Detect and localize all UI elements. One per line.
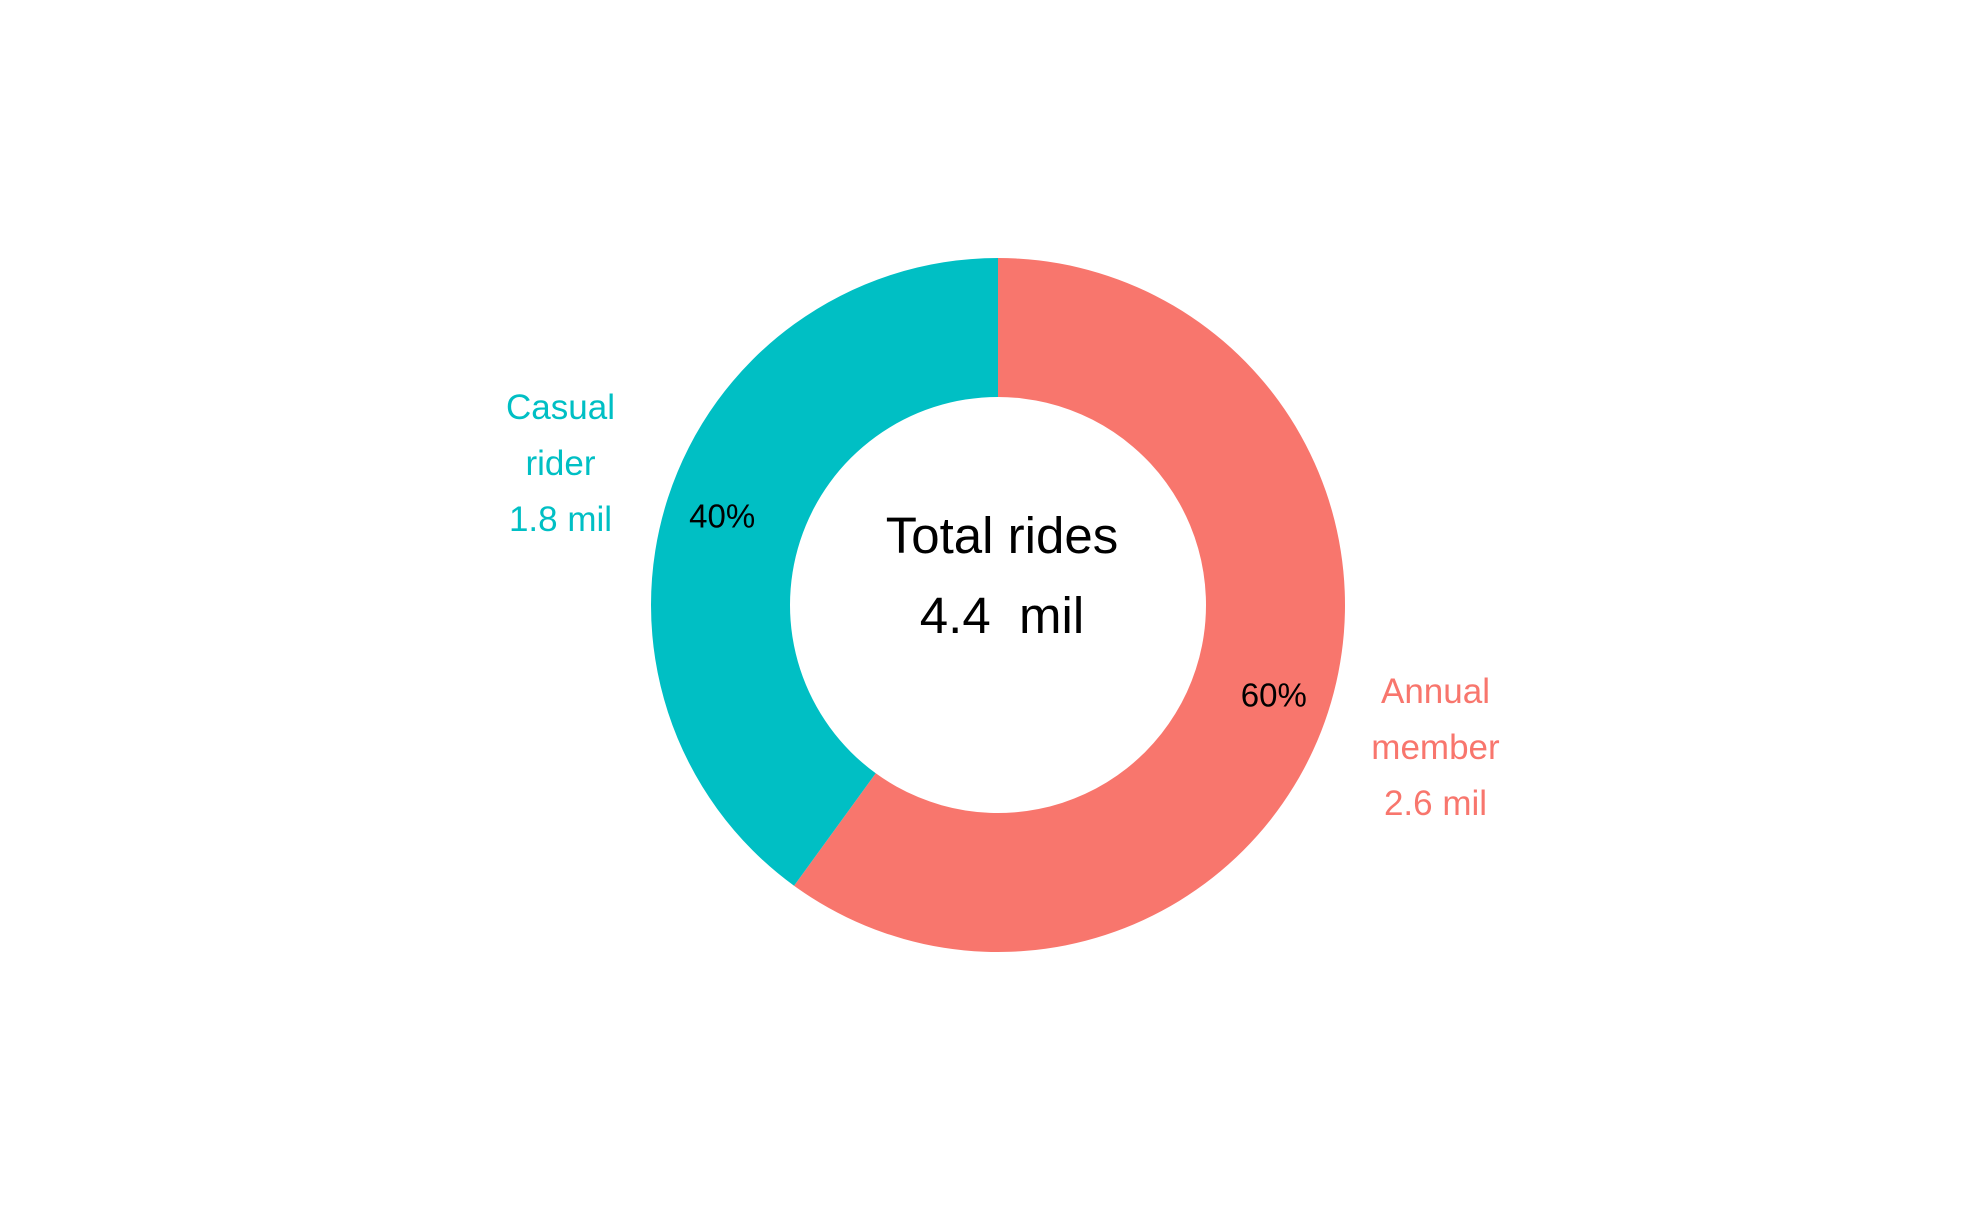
donut-slices (651, 258, 1345, 953)
category-label-line: member (1371, 728, 1500, 767)
category-label-annual-member: Annual member 2.6 mil (1371, 672, 1500, 823)
category-label-line: Casual (506, 388, 615, 427)
slice-annual-member (794, 258, 1345, 953)
slice-casual-rider (651, 258, 998, 886)
percent-label-casual-rider: 40% (689, 497, 755, 534)
center-label-total: 4.4 mil (920, 587, 1084, 644)
category-label-line: rider (525, 444, 595, 483)
category-label-line: 2.6 mil (1384, 784, 1487, 823)
center-label-title: Total rides (886, 507, 1118, 564)
donut-slice-labels: 60% Annual member 2.6 mil 40% Casual rider 1.8 … (506, 388, 1500, 823)
category-label-casual-rider: Casual rider 1.8 mil (506, 388, 615, 539)
category-label-line: 1.8 mil (509, 500, 612, 539)
percent-label-annual-member: 60% (1241, 677, 1307, 714)
center-label: Total rides 4.4 mil (886, 507, 1118, 644)
category-label-line: Annual (1381, 672, 1490, 711)
